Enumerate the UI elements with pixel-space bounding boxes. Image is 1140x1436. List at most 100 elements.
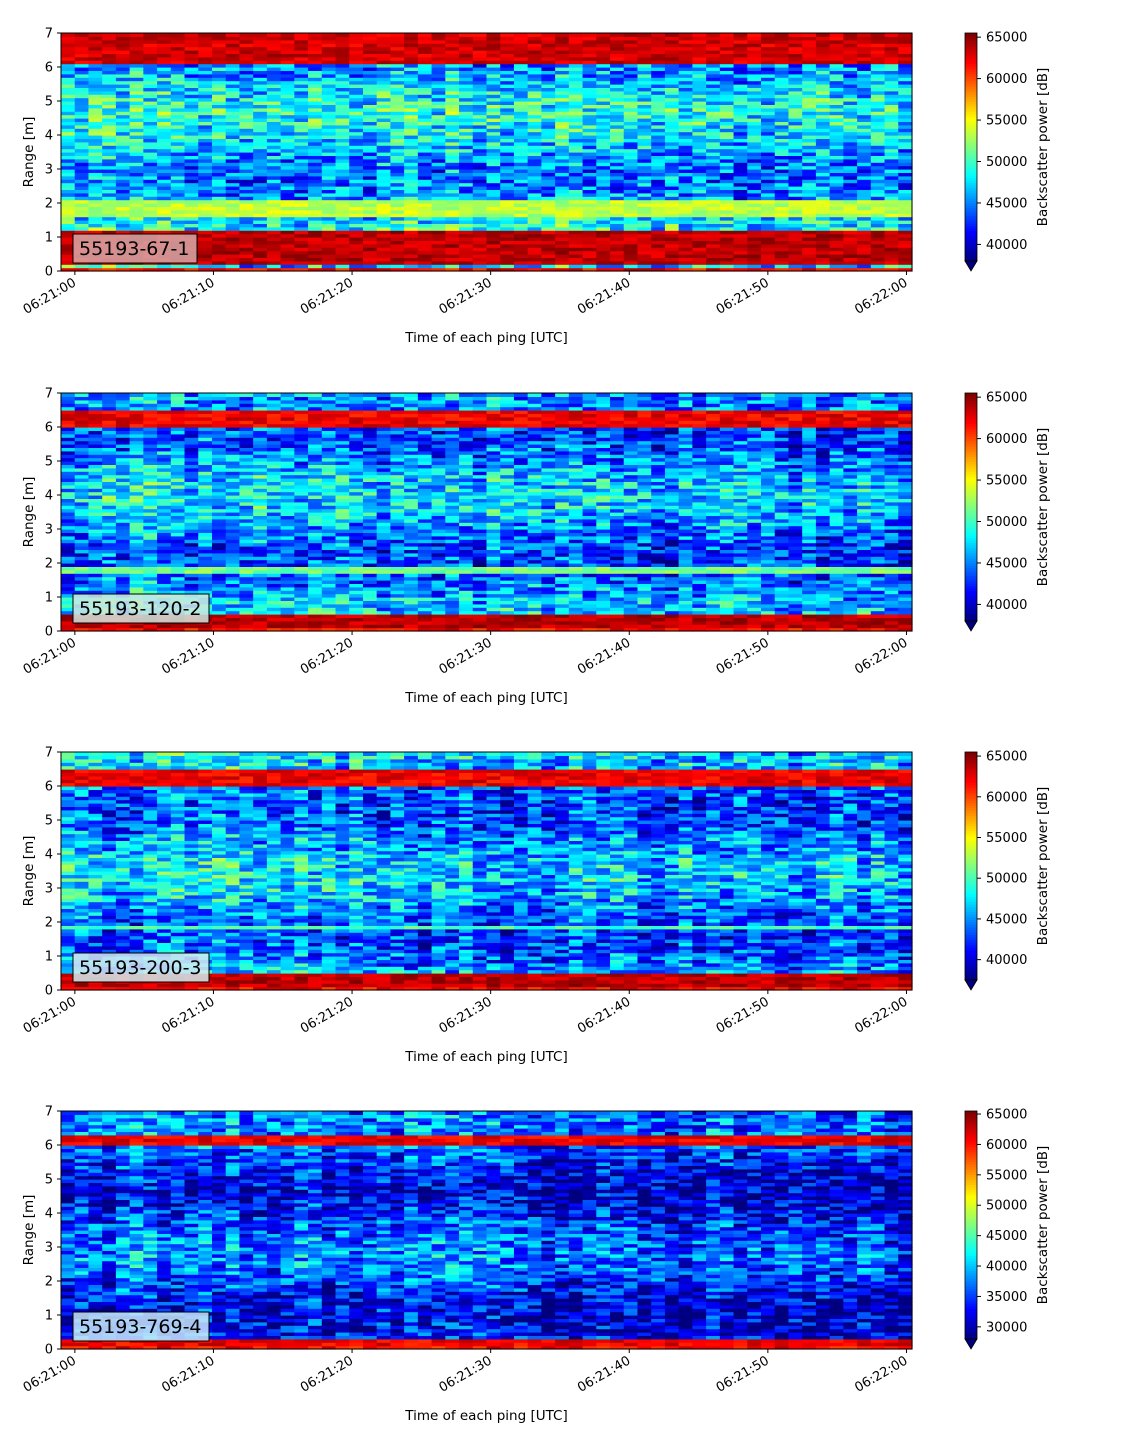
heatmap-cell bbox=[102, 267, 117, 272]
heatmap-cell bbox=[184, 209, 199, 214]
heatmap-cell bbox=[88, 522, 103, 527]
heatmap-cell bbox=[102, 461, 117, 465]
heatmap-cell bbox=[349, 233, 364, 238]
heatmap-cell bbox=[321, 118, 337, 122]
heatmap-cell bbox=[417, 138, 433, 143]
heatmap-cell bbox=[61, 39, 76, 44]
heatmap-cell bbox=[157, 199, 172, 204]
heatmap-cell bbox=[253, 80, 268, 85]
heatmap-cell bbox=[541, 97, 556, 102]
heatmap-cell bbox=[596, 53, 611, 58]
heatmap-cell bbox=[733, 260, 748, 265]
heatmap-cell bbox=[349, 254, 364, 258]
heatmap-cell bbox=[294, 118, 309, 122]
heatmap-cell bbox=[74, 39, 90, 44]
heatmap-cell bbox=[610, 94, 625, 99]
heatmap-cell bbox=[664, 56, 680, 61]
heatmap-cell bbox=[898, 104, 913, 109]
heatmap-cell bbox=[335, 213, 350, 218]
heatmap-cell bbox=[198, 260, 213, 265]
heatmap-cell bbox=[404, 87, 419, 92]
heatmap-cell bbox=[829, 84, 844, 88]
heatmap-cell bbox=[857, 43, 872, 48]
heatmap-cell bbox=[362, 155, 378, 160]
heatmap-cell bbox=[568, 267, 584, 272]
heatmap-cell bbox=[404, 70, 419, 75]
heatmap-cell bbox=[280, 97, 295, 102]
heatmap-cell bbox=[637, 138, 652, 143]
heatmap-cell bbox=[61, 63, 76, 68]
heatmap-cell bbox=[102, 457, 117, 462]
heatmap-cell bbox=[280, 162, 295, 167]
heatmap-cell bbox=[706, 43, 721, 48]
heatmap-cell bbox=[308, 233, 323, 238]
heatmap-cell bbox=[321, 60, 337, 65]
heatmap-cell bbox=[527, 237, 543, 241]
heatmap-cell bbox=[472, 175, 488, 180]
heatmap-cell bbox=[678, 63, 693, 68]
heatmap-cell bbox=[582, 206, 597, 211]
heatmap-cell bbox=[74, 43, 90, 48]
heatmap-cell bbox=[733, 155, 748, 160]
heatmap-cell bbox=[884, 43, 899, 48]
heatmap-cell bbox=[129, 230, 144, 235]
heatmap-cell bbox=[582, 135, 597, 139]
heatmap-cell bbox=[349, 158, 364, 163]
heatmap-cell bbox=[115, 396, 131, 401]
heatmap-cell bbox=[843, 80, 858, 85]
heatmap-cell bbox=[431, 223, 446, 228]
heatmap-cell bbox=[376, 148, 392, 153]
x-tick-label: 06:21:40 bbox=[575, 275, 633, 317]
heatmap-cell bbox=[170, 264, 186, 269]
heatmap-cell bbox=[349, 152, 364, 156]
heatmap-cell bbox=[898, 220, 913, 224]
heatmap-cell bbox=[610, 209, 625, 214]
heatmap-cell bbox=[500, 56, 515, 61]
heatmap-cell bbox=[870, 199, 886, 204]
heatmap-cell bbox=[761, 175, 776, 180]
heatmap-cell bbox=[582, 73, 597, 78]
heatmap-cell bbox=[870, 53, 886, 58]
heatmap-cell bbox=[719, 39, 735, 44]
heatmap-cell bbox=[115, 423, 131, 428]
heatmap-cell bbox=[761, 162, 776, 167]
heatmap-cell bbox=[335, 182, 350, 187]
heatmap-cell bbox=[321, 186, 337, 190]
heatmap-cell bbox=[843, 260, 858, 265]
heatmap-cell bbox=[472, 152, 488, 156]
heatmap-cell bbox=[500, 189, 515, 194]
heatmap-cell bbox=[143, 546, 158, 550]
heatmap-cell bbox=[459, 77, 474, 82]
heatmap-cell bbox=[829, 192, 844, 197]
heatmap-cell bbox=[376, 162, 392, 167]
heatmap-cell bbox=[596, 257, 611, 262]
heatmap-cell bbox=[459, 152, 474, 156]
heatmap-cell bbox=[857, 131, 872, 136]
heatmap-cell bbox=[74, 196, 90, 201]
heatmap-cell bbox=[308, 104, 323, 109]
heatmap-cell bbox=[788, 175, 803, 180]
heatmap-cell bbox=[211, 107, 227, 112]
heatmap-cell bbox=[610, 223, 625, 228]
heatmap-cell bbox=[362, 87, 378, 92]
heatmap-cell bbox=[225, 118, 241, 122]
heatmap-cell bbox=[170, 90, 186, 95]
heatmap-cell bbox=[733, 172, 748, 177]
heatmap-cell bbox=[610, 141, 625, 146]
heatmap-cell bbox=[815, 33, 831, 37]
heatmap-cell bbox=[857, 189, 872, 194]
heatmap-cell bbox=[129, 454, 144, 459]
heatmap-cell bbox=[239, 165, 254, 170]
heatmap-cell bbox=[596, 36, 611, 41]
colorbar-segment bbox=[965, 238, 977, 242]
heatmap-cell bbox=[390, 243, 405, 248]
heatmap-cell bbox=[431, 206, 446, 211]
heatmap-cell bbox=[280, 118, 295, 122]
heatmap-cell bbox=[527, 70, 543, 75]
heatmap-cell bbox=[623, 189, 639, 194]
heatmap-cell bbox=[445, 192, 460, 197]
heatmap-cell bbox=[870, 267, 886, 272]
heatmap-cell bbox=[568, 90, 584, 95]
heatmap-cell bbox=[733, 192, 748, 197]
heatmap-cell bbox=[88, 80, 103, 85]
